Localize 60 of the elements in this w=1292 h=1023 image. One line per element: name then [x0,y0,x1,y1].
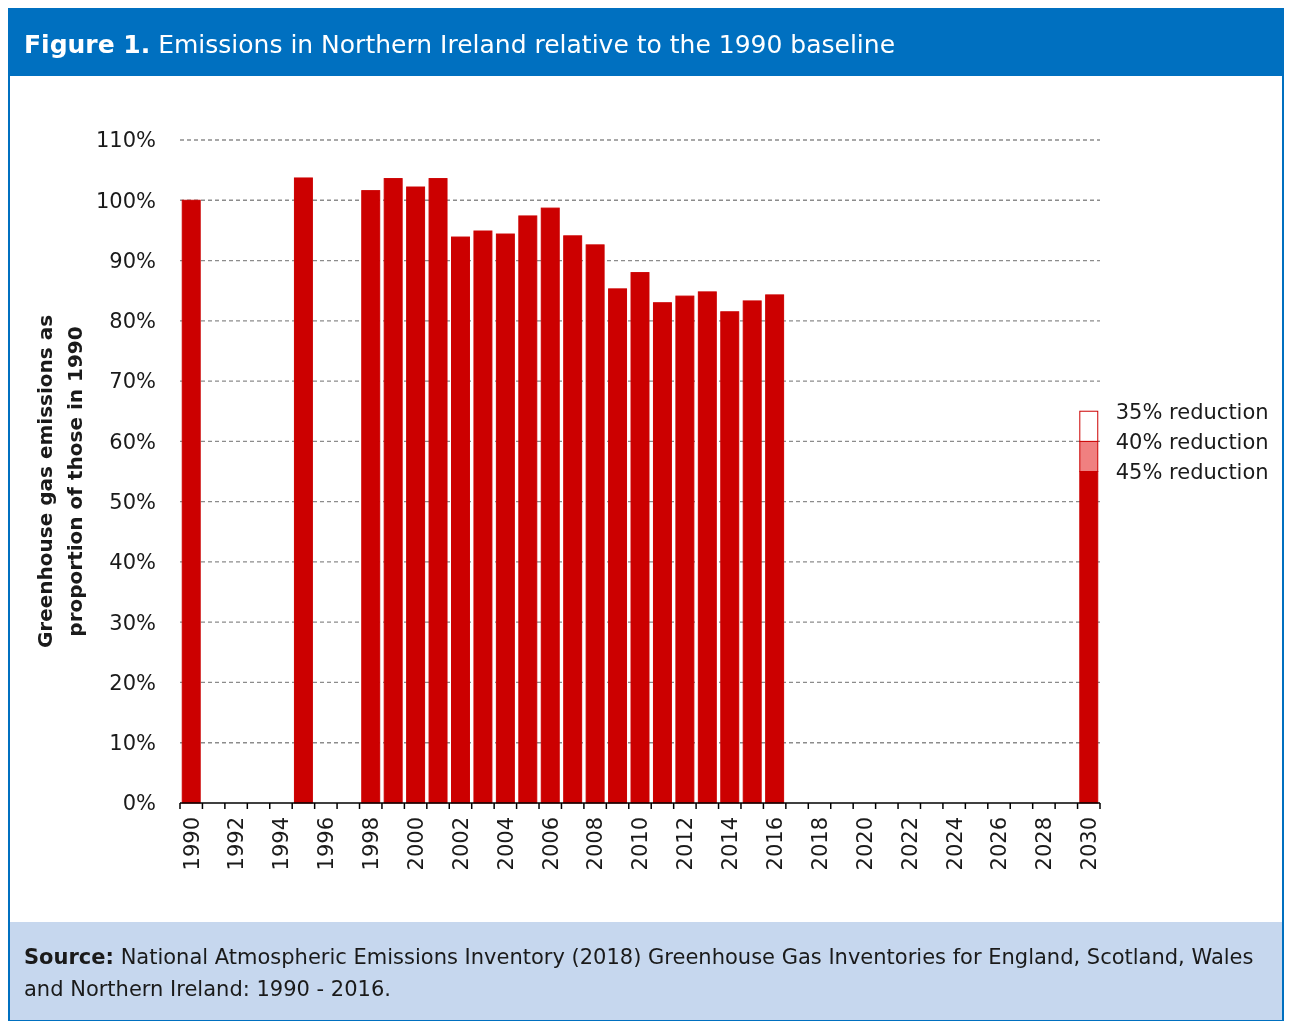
x-tick-label: 2020 [852,817,877,871]
bar [742,300,762,804]
y-tick-label: 30% [109,610,156,635]
y-tick-label: 20% [109,670,156,695]
x-tick-label: 1998 [359,817,384,871]
bar [563,235,583,804]
annotation: 35% reduction [1115,399,1269,424]
y-tick-label: 0% [122,791,156,816]
x-tick-label: 1996 [314,817,339,871]
x-tick-label: 1990 [179,817,204,871]
bar [540,207,560,804]
bar [697,291,717,804]
x-tick-label: 2012 [673,817,698,871]
chart-title: Figure 1. Emissions in Northern Ireland relative to the 1990 baseline [24,30,896,59]
bar [495,233,515,804]
x-tick-label: 1994 [269,817,294,871]
x-tick-label: 2004 [493,817,518,871]
bar [473,230,493,804]
annotation: 40% reduction [1115,429,1269,454]
bar [383,178,403,804]
bar [406,186,426,804]
x-tick-label: 2024 [942,817,967,871]
bar [428,178,448,804]
x-tick-label: 2018 [807,817,832,871]
x-tick-label: 2026 [987,817,1012,871]
y-tick-label: 50% [109,489,156,514]
source-note: Source: National Atmospheric Emissions Inventory (2018) Greenhouse Gas Inventories for England, Scotland, Wales and Northern Ireland: 1990 - 2016. [24,945,1254,1001]
y-tick-label: 40% [109,550,156,575]
y-tick-label: 80% [109,309,156,334]
x-tick-label: 2030 [1077,817,1102,871]
y-tick-label: 60% [109,429,156,454]
x-tick-label: 2016 [762,817,787,871]
x-tick-label: 2028 [1032,817,1057,871]
y-axis-title: Greenhouse gas emissions as proportion of those in 1990 [33,314,87,649]
bar [765,294,785,804]
x-tick-label: 2014 [718,817,743,871]
x-tick-label: 2022 [897,817,922,871]
x-tick-label: 2008 [583,817,608,871]
bar [585,244,605,804]
y-tick-label: 110% [95,128,156,153]
bar [451,236,470,804]
x-tick-label: 2010 [628,817,653,871]
bar [518,215,538,804]
y-tick-label: 100% [95,188,156,213]
bar [675,295,695,804]
annotation: 45% reduction [1115,459,1269,484]
x-tick-label: 2006 [538,817,563,871]
bar [361,190,381,804]
y-tick-label: 70% [109,369,156,394]
x-tick-label: 2000 [403,817,428,871]
bar [181,199,201,804]
bar [652,302,672,804]
bar [630,272,650,804]
y-tick-label: 90% [109,248,156,273]
x-tick-label: 2002 [448,817,473,871]
bar [293,177,313,804]
bar [720,311,740,804]
x-tick-label: 1992 [224,817,249,871]
bar [608,288,628,804]
y-tick-label: 10% [109,731,156,756]
